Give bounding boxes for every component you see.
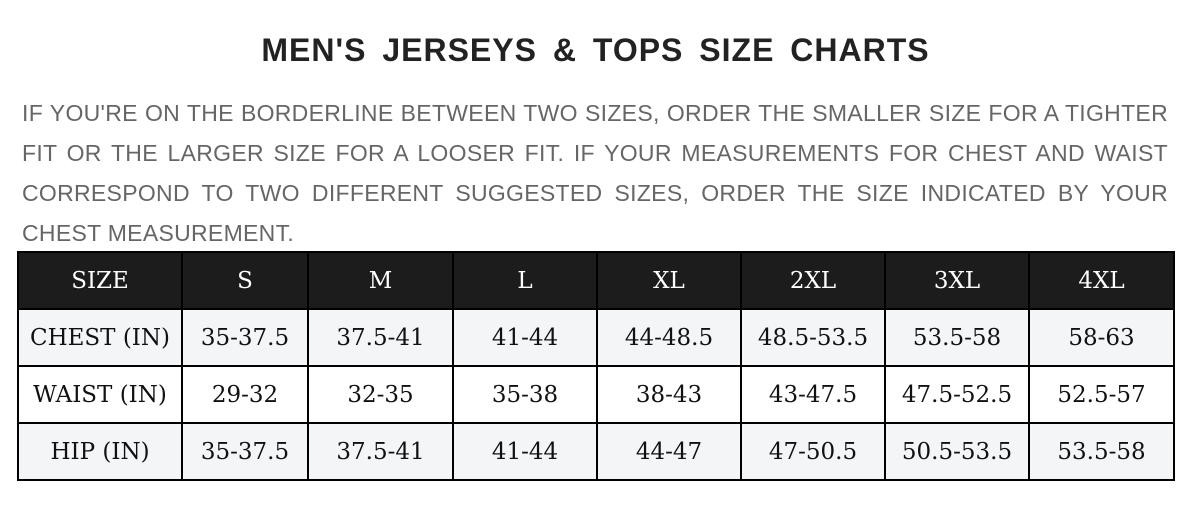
table-cell: 37.5-41 [307,422,454,481]
header-cell: XL [596,251,742,310]
table-cell: 50.5-53.5 [884,422,1030,481]
table-cell: 44-48.5 [596,308,742,367]
table-cell: 38-43 [596,365,742,424]
table-cell: 35-37.5 [181,422,309,481]
table-cell: 53.5-58 [884,308,1030,367]
table-cell: 43-47.5 [740,365,886,424]
row-label-cell: WAIST (IN) [17,365,183,424]
table-cell: 58-63 [1028,308,1175,367]
sizing-note: IF YOU'RE ON THE BORDERLINE BETWEEN TWO … [22,100,1168,246]
table-row: HIP (IN) 35-37.5 37.5-41 41-44 44-47 47-50.5 5… [17,422,1175,481]
table-row: CHEST (IN) 35-37.5 37.5-41 41-44 44-48.5 48.5… [17,308,1175,367]
table-cell: 53.5-58 [1028,422,1175,481]
table-cell: 47.5-52.5 [884,365,1030,424]
header-cell: M [307,251,454,310]
table-cell: 47-50.5 [740,422,886,481]
table-cell: 52.5-57 [1028,365,1175,424]
table-cell: 32-35 [307,365,454,424]
table-cell: 44-47 [596,422,742,481]
table-cell: 41-44 [452,308,598,367]
table-row: WAIST (IN) 29-32 32-35 35-38 38-43 43-47.5 47.… [17,365,1175,424]
header-cell: SIZE [17,251,183,310]
header-cell: L [452,251,598,310]
header-cell: 3XL [884,251,1030,310]
table-cell: 48.5-53.5 [740,308,886,367]
header-row: SIZE S M L XL 2XL 3XL 4XL [17,251,1175,310]
header-cell: 2XL [740,251,886,310]
page-title: MEN'S JERSEYS & TOPS SIZE CHARTS [261,32,930,68]
table-cell: 37.5-41 [307,308,454,367]
row-label-cell: CHEST (IN) [17,308,183,367]
table-cell: 35-37.5 [181,308,309,367]
table-cell: 29-32 [181,365,309,424]
table-cell: 35-38 [452,365,598,424]
table-cell: 41-44 [452,422,598,481]
row-label-cell: HIP (IN) [17,422,183,481]
size-chart-table: SIZE S M L XL 2XL 3XL 4XL CHEST (IN) 35-37.5 37.5… [17,251,1175,481]
header-cell: S [181,251,309,310]
header-cell: 4XL [1028,251,1175,310]
